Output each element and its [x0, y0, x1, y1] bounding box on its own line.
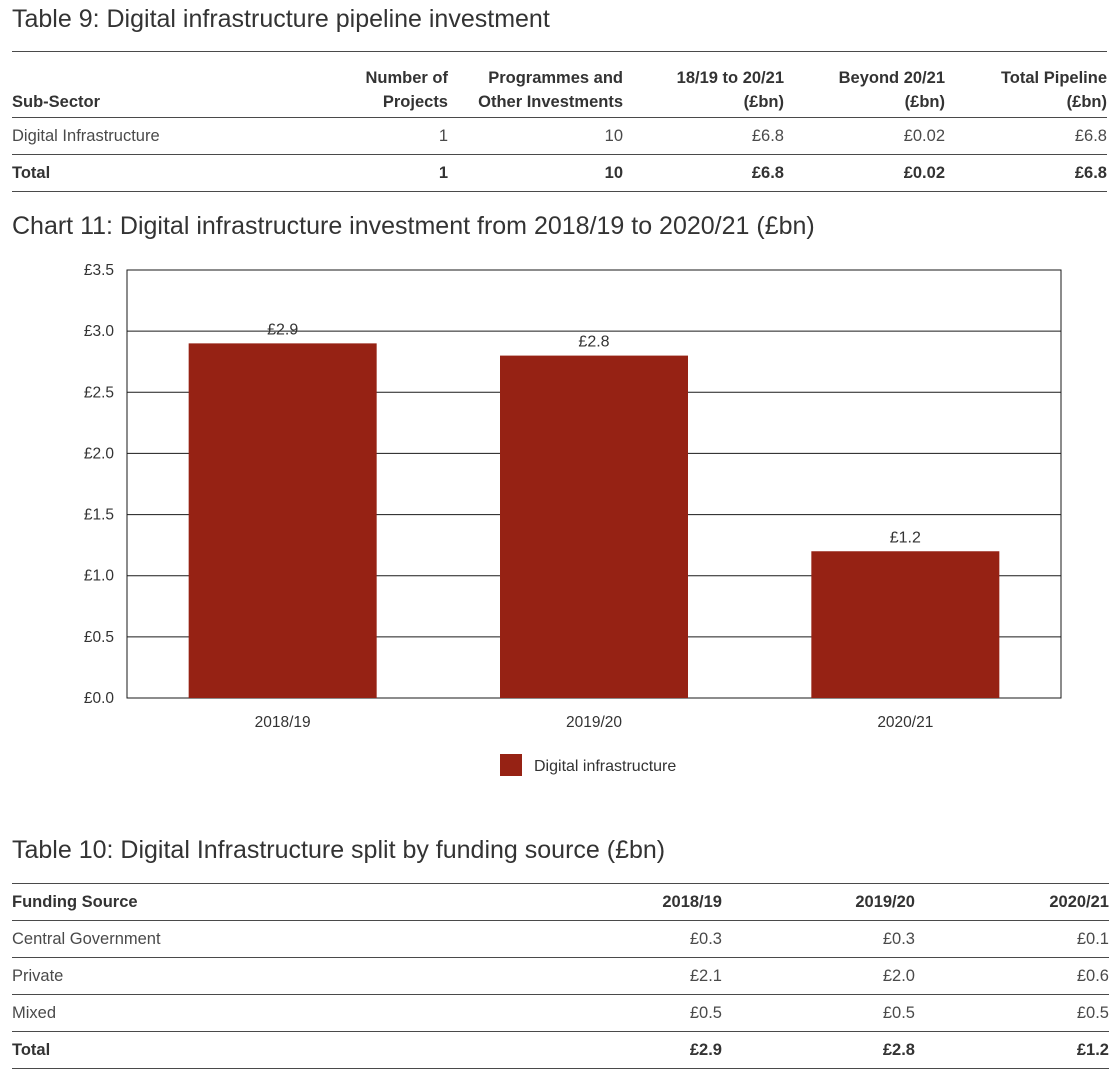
y-tick-label: £0.5: [84, 629, 114, 646]
table-cell: Digital Infrastructure: [12, 117, 297, 155]
table10-header-2019-20: 2019/20: [722, 883, 915, 921]
table-cell: £6.8: [623, 117, 784, 155]
table-total-row: Total 1 10 £6.8 £0.02 £6.8: [12, 154, 1107, 192]
x-tick-label: 2020/21: [877, 714, 933, 731]
table-cell: Mixed: [12, 994, 529, 1032]
table-cell: Central Government: [12, 920, 529, 958]
table9-header-total-pipeline: Total Pipeline (£bn): [945, 51, 1107, 118]
table9-header-subsector: Sub-Sector: [12, 51, 297, 118]
chart11-title: Chart 11: Digital infrastructure investm…: [12, 212, 815, 240]
table-cell: £2.9: [529, 1031, 722, 1069]
table-cell: £0.1: [915, 920, 1109, 958]
y-tick-label: £0.0: [84, 690, 115, 707]
table10-header-funding-source: Funding Source: [12, 883, 529, 921]
table-cell: £2.1: [529, 957, 722, 995]
table9-header-1819-2021: 18/19 to 20/21 (£bn): [623, 51, 784, 118]
table-cell: £6.8: [945, 154, 1107, 192]
table9-header-projects: Number of Projects: [297, 51, 448, 118]
data-label: £2.9: [267, 321, 298, 338]
legend-swatch: [500, 754, 522, 776]
table9-header-programmes: Programmes and Other Investments: [448, 51, 623, 118]
table-row: Private £2.1 £2.0 £0.6: [12, 957, 1109, 995]
table-cell: £6.8: [623, 154, 784, 192]
table9-header-row: Sub-Sector Number of Projects Programmes …: [12, 51, 1107, 118]
table10-title: Table 10: Digital Infrastructure split b…: [12, 836, 666, 864]
table-cell: £2.0: [722, 957, 915, 995]
data-label: £2.8: [578, 334, 609, 351]
bar: [500, 355, 688, 698]
table-cell: £1.2: [915, 1031, 1109, 1069]
x-tick-label: 2019/20: [566, 714, 622, 731]
bar: [811, 551, 1000, 698]
table10: Funding Source 2018/19 2019/20 2020/21 C…: [12, 883, 1109, 1069]
table10-header-2018-19: 2018/19: [529, 883, 722, 921]
table-cell: £0.3: [722, 920, 915, 958]
table-cell: £2.8: [722, 1031, 915, 1069]
table-cell: Total: [12, 1031, 529, 1069]
bar: [188, 343, 377, 698]
table-row: Digital Infrastructure 1 10 £6.8 £0.02 £…: [12, 117, 1107, 155]
table-row: Mixed £0.5 £0.5 £0.5: [12, 994, 1109, 1032]
table-total-row: Total £2.9 £2.8 £1.2: [12, 1031, 1109, 1069]
table10-header-2020-21: 2020/21: [915, 883, 1109, 921]
table-cell: £0.02: [784, 154, 945, 192]
table-cell: 1: [297, 117, 448, 155]
table-cell: £6.8: [945, 117, 1107, 155]
y-tick-label: £2.5: [84, 384, 114, 401]
table10-header-row: Funding Source 2018/19 2019/20 2020/21: [12, 883, 1109, 921]
table-cell: Total: [12, 154, 297, 192]
y-tick-label: £1.5: [84, 507, 114, 524]
table-cell: £0.3: [529, 920, 722, 958]
y-tick-label: £3.5: [84, 262, 114, 279]
table-cell: £0.5: [915, 994, 1109, 1032]
table-row: Central Government £0.3 £0.3 £0.1: [12, 920, 1109, 958]
table-cell: £0.5: [722, 994, 915, 1032]
table9-header-beyond: Beyond 20/21 (£bn): [784, 51, 945, 118]
table-cell: 1: [297, 154, 448, 192]
table9: Sub-Sector Number of Projects Programmes …: [12, 51, 1107, 192]
table9-title: Table 9: Digital infrastructure pipeline…: [12, 5, 550, 33]
table-cell: 10: [448, 117, 623, 155]
table-cell: Private: [12, 957, 529, 995]
y-tick-label: £3.0: [84, 323, 115, 340]
data-label: £1.2: [890, 529, 921, 546]
table-cell: £0.6: [915, 957, 1109, 995]
x-tick-label: 2018/19: [255, 714, 311, 731]
table-cell: £0.5: [529, 994, 722, 1032]
legend-label: Digital infrastructure: [534, 758, 676, 775]
y-tick-label: £1.0: [84, 568, 115, 585]
table-cell: £0.02: [784, 117, 945, 155]
table-cell: 10: [448, 154, 623, 192]
bar-chart: £0.0 £0.5 £1.0 £1.5 £2.0 £2.5 £3.0 £3.5 £2.9 2018…: [84, 262, 1062, 776]
y-tick-label: £2.0: [84, 445, 115, 462]
